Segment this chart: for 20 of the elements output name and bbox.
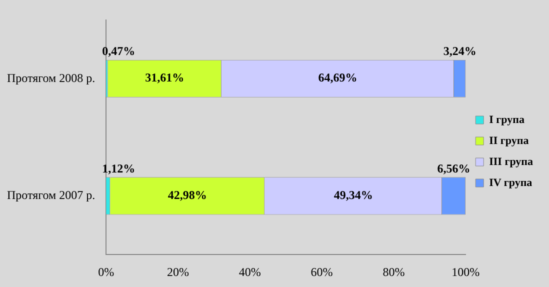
legend-label: IV група [489, 176, 533, 189]
data-label: 6,56% [437, 161, 470, 176]
data-label: 31,61% [145, 70, 184, 85]
x-tick-label: 100% [452, 264, 480, 279]
data-label: 42,98% [168, 188, 207, 202]
x-tick-label: 40% [238, 264, 261, 279]
data-label: 1,12% [102, 161, 136, 176]
data-label: 3,24% [443, 44, 476, 58]
legend-label: III група [489, 156, 534, 168]
x-tick-label: 60% [310, 264, 333, 279]
y-tick-label: Протягом 2007 р. [6, 188, 96, 202]
legend-label: II група [489, 134, 530, 147]
data-label: 0,47% [102, 44, 136, 58]
data-label: 64,69% [318, 70, 358, 85]
y-tick-label: Протягом 2008 р. [6, 70, 96, 85]
legend-label: I група [489, 114, 525, 126]
x-tick-label: 20% [167, 264, 189, 279]
data-label: 49,34% [334, 188, 373, 202]
x-tick-label: 80% [382, 264, 405, 279]
x-tick-label: 0% [98, 264, 114, 279]
